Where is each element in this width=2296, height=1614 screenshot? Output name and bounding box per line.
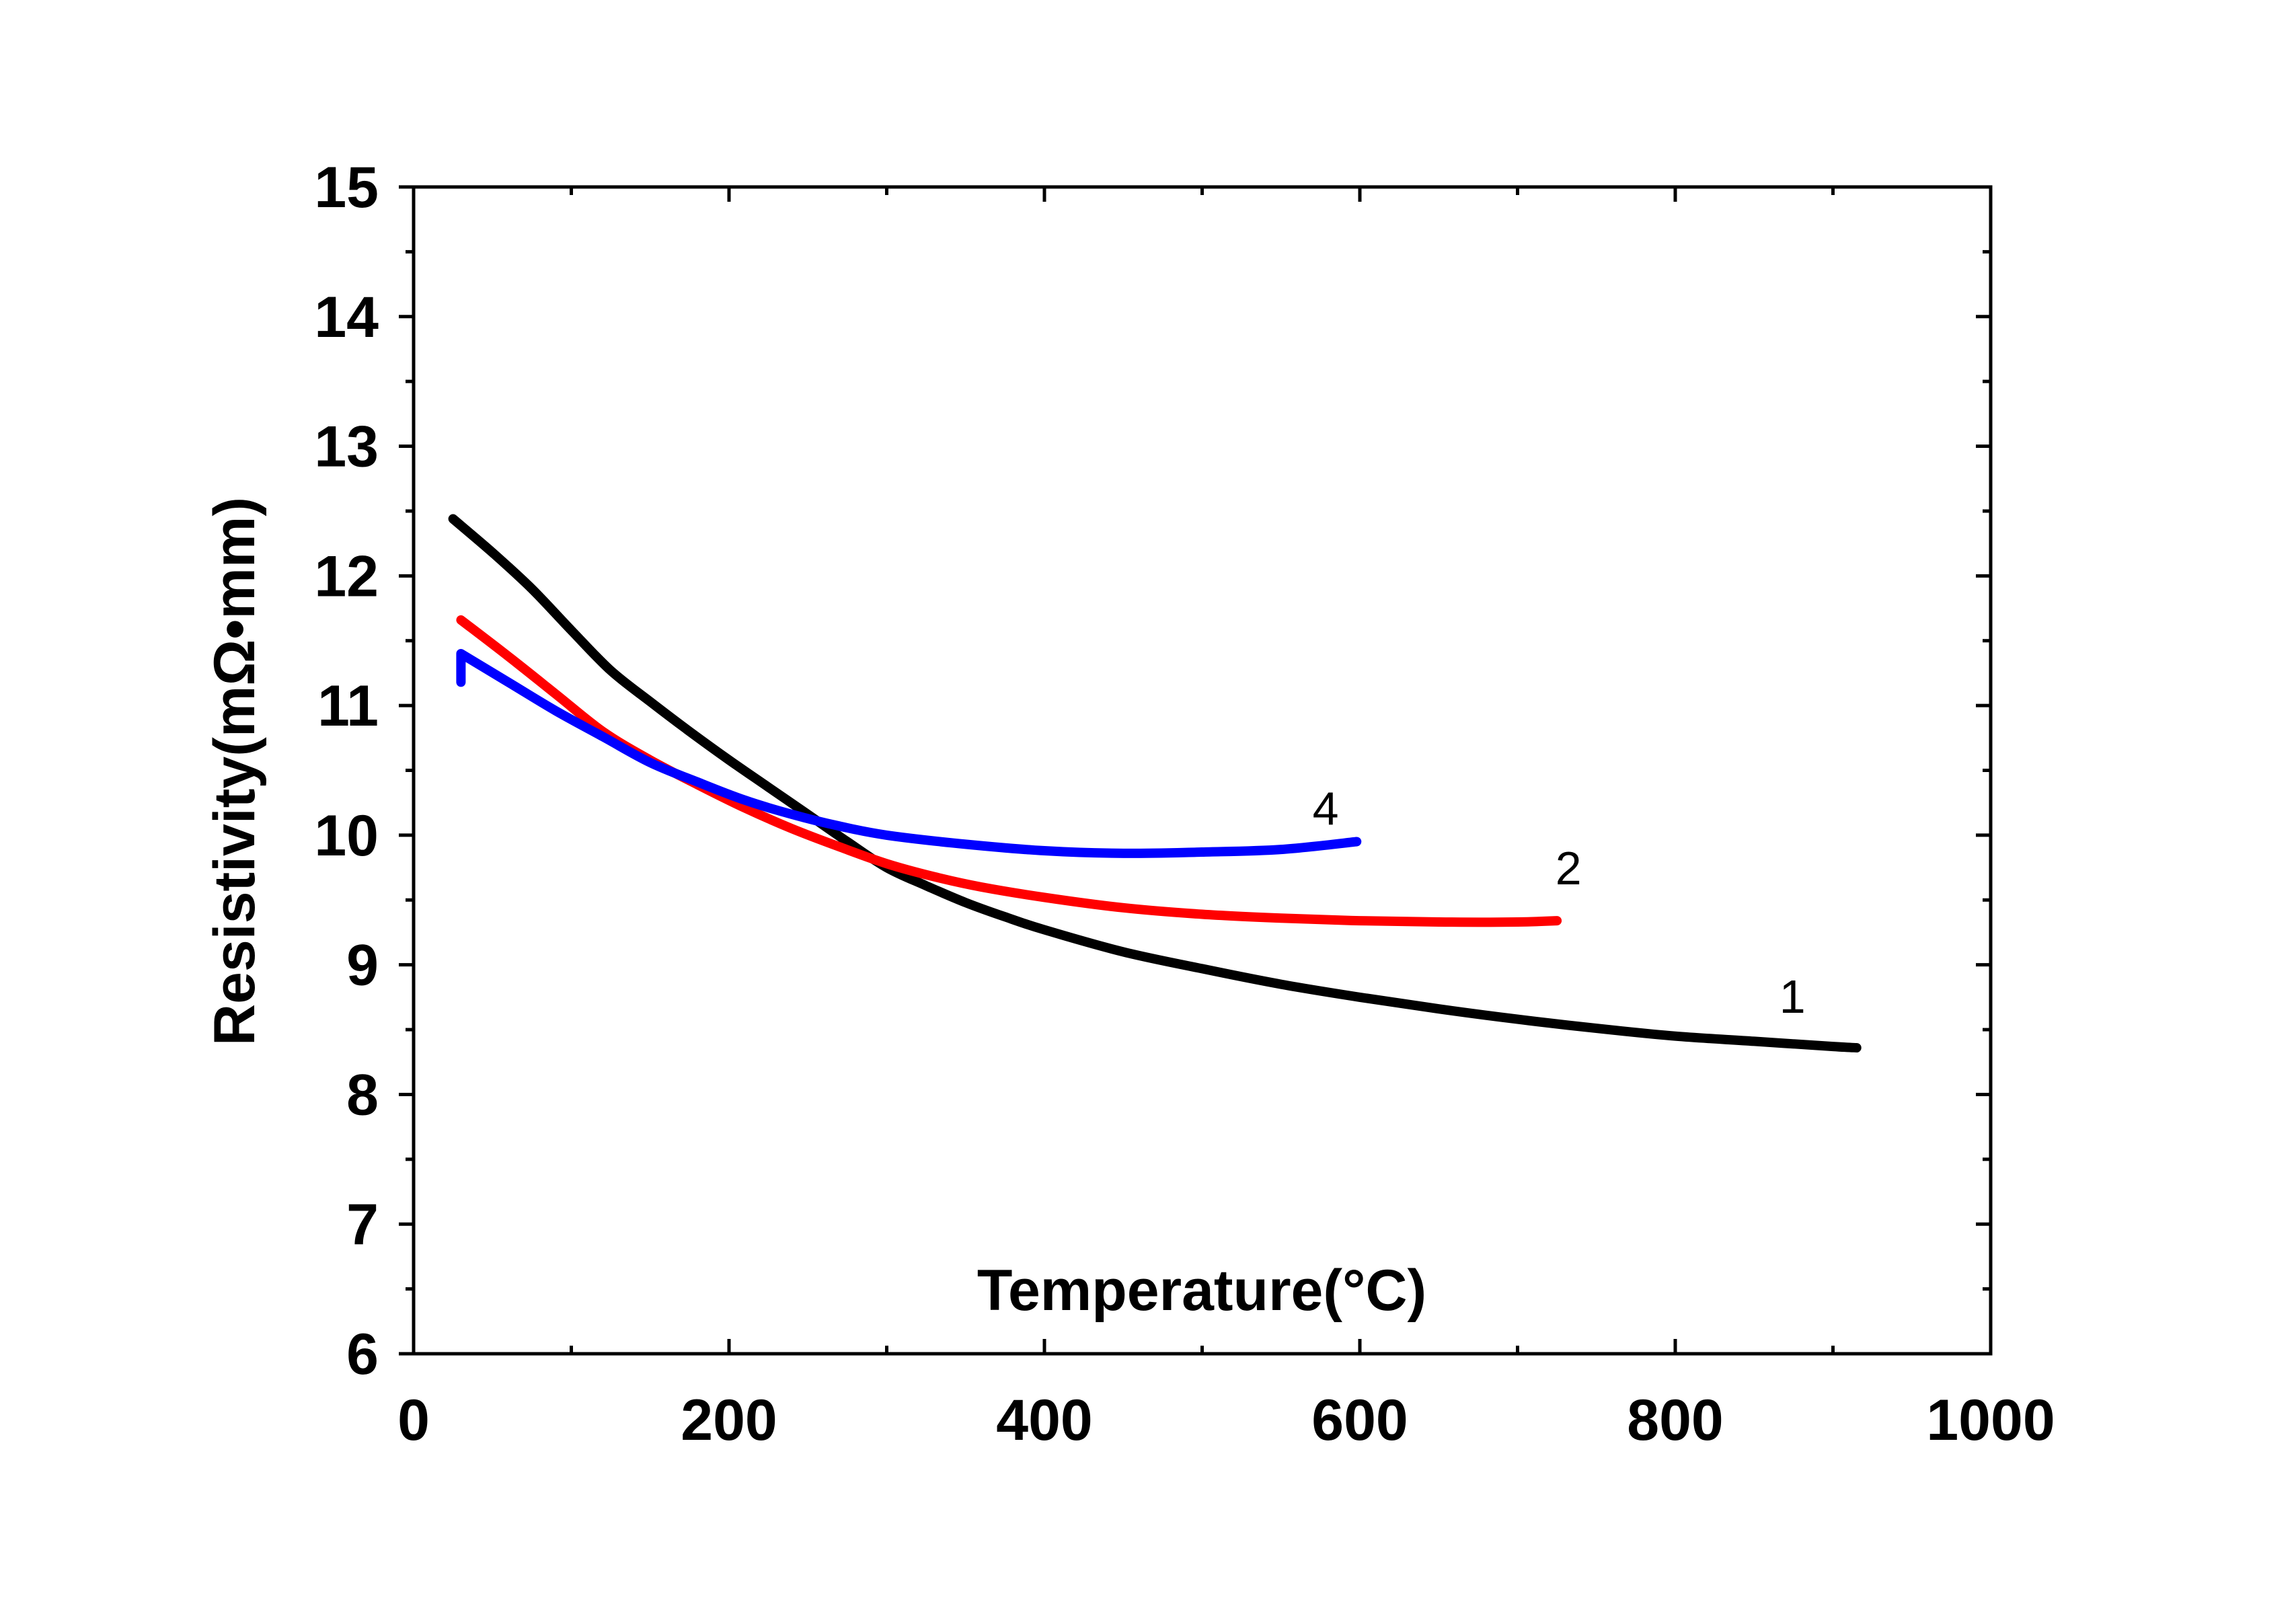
curve-label-1: 1 <box>1780 970 1806 1023</box>
y-tick-label: 6 <box>346 1322 379 1387</box>
curve-labels: 1 2 4 <box>1313 782 1806 1023</box>
series-layer <box>448 514 1862 1052</box>
y-tick-label: 9 <box>346 933 379 998</box>
y-tick-label: 14 <box>314 285 379 350</box>
x-axis-ticks: 0 200 400 600 800 1000 <box>397 187 2055 1453</box>
x-tick-label: 200 <box>681 1388 777 1453</box>
y-axis-title: Resistivity(mΩ•mm) <box>202 497 267 1046</box>
plot-frame <box>412 185 1993 1356</box>
curve-label-2: 2 <box>1556 842 1582 894</box>
series-line-2 <box>456 615 1562 927</box>
x-tick-label: 1000 <box>1926 1388 2055 1453</box>
x-tick-label: 800 <box>1627 1388 1724 1453</box>
x-axis-title: Temperature(°C) <box>977 1258 1426 1323</box>
y-tick-label: 10 <box>314 804 379 868</box>
y-tick-label: 12 <box>314 544 379 609</box>
y-tick-label: 13 <box>314 415 379 479</box>
y-tick-label: 11 <box>317 674 379 738</box>
y-tick-label: 15 <box>314 155 379 220</box>
series-line-4 <box>456 649 1362 858</box>
x-tick-label: 0 <box>397 1388 430 1453</box>
y-tick-label: 7 <box>346 1192 379 1257</box>
x-tick-label: 600 <box>1311 1388 1408 1453</box>
x-tick-label: 400 <box>996 1388 1093 1453</box>
series-line-1 <box>448 514 1862 1052</box>
y-tick-label: 8 <box>346 1063 379 1127</box>
curve-label-4: 4 <box>1313 782 1339 835</box>
